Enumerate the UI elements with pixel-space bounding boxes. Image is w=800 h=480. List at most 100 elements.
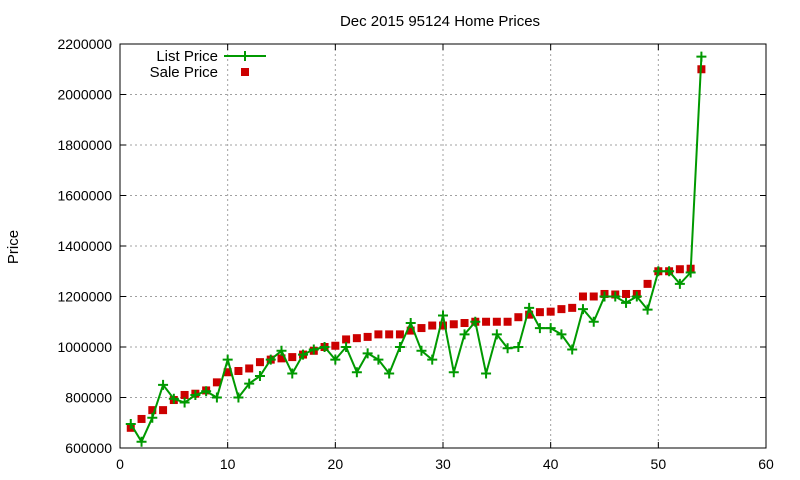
list-price-point xyxy=(298,349,309,360)
legend-marker-sale-price xyxy=(241,68,249,76)
sale-price-point xyxy=(557,305,566,314)
sale-price-point xyxy=(514,313,523,322)
list-price-point xyxy=(491,329,502,340)
list-price-point xyxy=(416,345,427,356)
list-price-point xyxy=(685,267,696,278)
sale-price-point xyxy=(385,330,394,339)
sale-price-point xyxy=(406,326,415,335)
series-layer xyxy=(125,51,707,447)
sale-price-point xyxy=(428,321,437,330)
x-tick-label: 60 xyxy=(758,456,774,472)
sale-price-point xyxy=(363,332,372,341)
sale-price-point xyxy=(578,292,587,301)
sale-price-point xyxy=(352,334,361,343)
list-price-point xyxy=(330,354,341,365)
list-price-point xyxy=(384,368,395,379)
list-price-point xyxy=(222,354,233,365)
list-price-point xyxy=(394,342,405,352)
list-price-point xyxy=(147,412,158,423)
list-price-point xyxy=(470,316,481,327)
list-price-point xyxy=(351,367,362,378)
list-price-point xyxy=(631,291,642,302)
sale-price-point xyxy=(439,321,447,330)
list-price-point xyxy=(319,342,330,352)
sale-price-point xyxy=(568,303,577,312)
y-tick-label: 2000000 xyxy=(57,87,112,103)
list-price-point xyxy=(696,51,707,62)
list-price-point xyxy=(254,371,265,382)
sale-price-point xyxy=(589,292,598,301)
list-price-point xyxy=(427,354,438,365)
list-price-point xyxy=(556,329,567,340)
sale-price-point xyxy=(503,317,512,326)
list-price-point xyxy=(244,378,255,389)
list-price-point xyxy=(308,344,319,355)
list-price-point xyxy=(362,348,373,359)
list-price-point xyxy=(136,436,147,447)
sale-price-point xyxy=(148,406,157,415)
list-price-point xyxy=(481,368,492,379)
sale-price-point xyxy=(643,279,652,288)
x-tick-label: 30 xyxy=(435,456,451,472)
grid-layer xyxy=(120,44,766,448)
list-price-point xyxy=(621,297,632,308)
x-tick-label: 50 xyxy=(651,456,667,472)
list-price-point xyxy=(653,266,664,277)
sale-price-point xyxy=(374,330,383,339)
list-price-point xyxy=(438,310,448,321)
list-price-point xyxy=(341,342,352,352)
y-tick-label: 800000 xyxy=(65,390,112,406)
sale-price-point xyxy=(255,358,264,367)
legend-label-list-price: List Price xyxy=(156,48,218,65)
list-price-point xyxy=(448,367,459,378)
list-price-point xyxy=(534,323,545,334)
list-price-point xyxy=(168,393,179,404)
sale-price-point xyxy=(180,390,189,399)
legend: List Price Sale Price xyxy=(150,48,266,81)
sale-price-point xyxy=(395,330,404,339)
y-tick-label: 600000 xyxy=(65,440,112,456)
list-price-point xyxy=(567,344,578,355)
list-price-point xyxy=(664,266,675,277)
list-price-point xyxy=(642,304,653,315)
y-tick-label: 2200000 xyxy=(57,36,112,52)
sale-price-point xyxy=(245,364,254,373)
list-price-point xyxy=(190,389,201,400)
y-tick-label: 1000000 xyxy=(57,339,112,355)
tick-layer: 0 10 20 30 40 50 60 600000 800000 1000000 1200000 1… xyxy=(57,36,774,472)
list-price-point xyxy=(674,278,685,289)
sale-price-point xyxy=(234,366,243,375)
sale-price-point xyxy=(622,289,631,298)
sale-price-point xyxy=(212,378,221,387)
list-price-point xyxy=(610,291,621,302)
list-price-point xyxy=(524,302,535,313)
y-tick-label: 1200000 xyxy=(57,289,112,305)
sale-price-point xyxy=(546,307,555,316)
list-price-point xyxy=(265,354,276,365)
sale-price-point xyxy=(159,406,168,415)
list-price-point xyxy=(158,379,169,390)
list-price-point xyxy=(405,318,416,329)
sale-price-point xyxy=(331,341,340,350)
y-tick-label: 1600000 xyxy=(57,188,112,204)
sale-price-point xyxy=(223,368,232,377)
x-tick-label: 40 xyxy=(543,456,559,472)
y-axis-label: Price xyxy=(5,230,22,264)
list-price-point xyxy=(373,354,384,365)
list-price-point xyxy=(125,419,136,430)
sale-price-point xyxy=(492,317,501,326)
list-price-point xyxy=(599,291,610,302)
x-tick-label: 10 xyxy=(220,456,236,472)
sale-price-point xyxy=(525,310,534,319)
plot-frame xyxy=(119,43,767,449)
y-tick-label: 1400000 xyxy=(57,238,112,254)
sale-price-point xyxy=(535,308,544,317)
chart-title: Dec 2015 95124 Home Prices xyxy=(340,13,540,30)
sale-price-point xyxy=(288,353,297,362)
x-tick-label: 0 xyxy=(116,456,124,472)
y-tick-label: 1800000 xyxy=(57,137,112,153)
sale-price-point xyxy=(342,335,351,344)
sale-price-point xyxy=(137,414,146,423)
sale-price-point xyxy=(449,320,458,329)
